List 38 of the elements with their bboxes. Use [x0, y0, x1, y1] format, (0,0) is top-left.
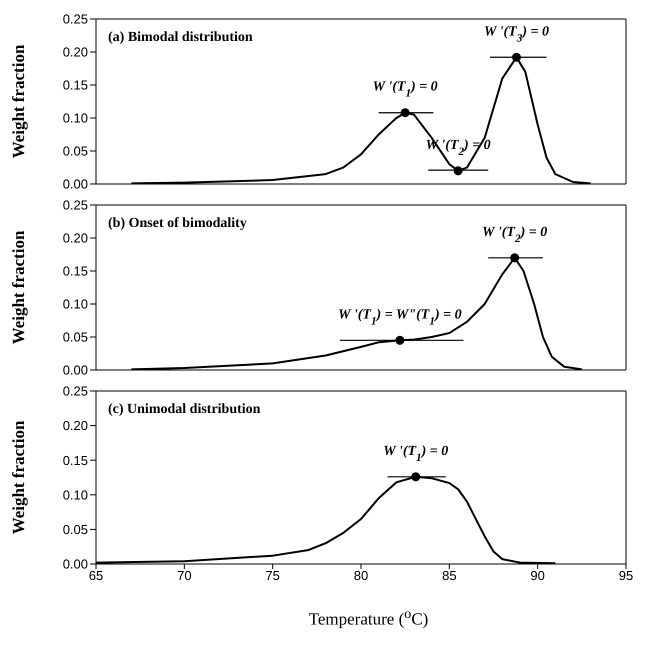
- y-tick-label: 0.20: [62, 230, 88, 246]
- y-tick-label: 0.10: [62, 487, 88, 502]
- annotation: W '(T$_{2}$) = 0: [482, 224, 548, 245]
- annotation: (b) Onset of bimodality: [108, 216, 247, 232]
- y-axis-title: Weight fraction: [9, 44, 28, 158]
- x-tick-label: 70: [177, 568, 192, 584]
- annotation: (c) Unimodal distribution: [108, 402, 260, 418]
- x-tick-label: 90: [530, 568, 545, 584]
- y-tick-label: 0.25: [62, 384, 88, 399]
- y-tick-label: 0.10: [62, 296, 88, 312]
- annotation: W '(T$_{3}$) = 0: [484, 24, 549, 44]
- y-tick-label: 0.15: [62, 78, 88, 93]
- y-tick-label: 0.15: [62, 264, 88, 279]
- y-tick-label: 0.25: [62, 12, 88, 27]
- x-tick-label: 85: [442, 568, 457, 584]
- x-axis-title: Temperature ($^{o}$C): [308, 606, 430, 630]
- y-tick-label: 0.00: [62, 556, 88, 572]
- y-tick-label: 0.20: [62, 418, 88, 434]
- y-axis-title: Weight fraction: [9, 230, 28, 344]
- annotation: W '(T$_{2}$) = 0: [426, 138, 491, 158]
- x-tick-label: 65: [88, 568, 104, 584]
- y-tick-label: 0.25: [62, 198, 88, 213]
- annotation: W '(T$_{1}$) = 0: [372, 80, 438, 100]
- y-tick-label: 0.05: [62, 330, 88, 345]
- y-axis-title: Weight fraction: [9, 420, 28, 534]
- y-tick-label: 0.15: [62, 452, 88, 468]
- y-tick-label: 0.00: [62, 176, 88, 192]
- y-tick-label: 0.00: [62, 362, 88, 378]
- x-tick-label: 75: [265, 568, 280, 584]
- annotation: (a) Bimodal distribution: [108, 30, 253, 46]
- y-tick-label: 0.05: [62, 522, 88, 538]
- y-tick-label: 0.20: [62, 44, 88, 60]
- annotation: W '(T$_{1}$) = 0: [383, 444, 448, 464]
- annotation: W '(T$_{1}$) = W"(T$_{1}$) = 0: [338, 307, 462, 328]
- x-tick-label: 95: [618, 568, 634, 584]
- y-tick-label: 0.10: [62, 110, 88, 126]
- y-tick-label: 0.05: [62, 144, 88, 159]
- x-tick-label: 80: [354, 568, 368, 584]
